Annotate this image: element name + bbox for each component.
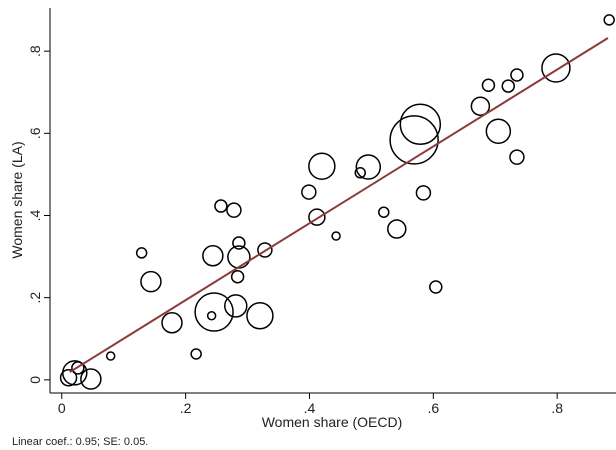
annotation: Linear coef.: 0.95; SE: 0.05. (12, 436, 148, 448)
bubble (246, 302, 274, 330)
bubble (59, 369, 78, 387)
bubble (389, 115, 439, 165)
x-tick-label: .8 (551, 400, 563, 416)
bubble (308, 152, 336, 180)
bubble (354, 167, 366, 179)
x-axis-label: Women share (OECD) (262, 414, 403, 430)
x-tick-label: .4 (304, 400, 316, 416)
y-tick-label: 0 (27, 376, 43, 384)
bubble (470, 96, 491, 116)
bubble (485, 118, 512, 145)
y-tick-label: .4 (27, 209, 43, 221)
bubble (308, 208, 326, 226)
fit-line (69, 37, 609, 373)
bubble (301, 184, 317, 200)
bubble (135, 247, 148, 259)
bubble (202, 245, 224, 267)
bubble (603, 14, 615, 26)
bubble (194, 292, 234, 332)
x-tick-label: .2 (180, 400, 192, 416)
bubble (331, 231, 341, 241)
bubble (387, 219, 407, 239)
bubble (257, 242, 273, 258)
x-tick-label: 0 (58, 400, 66, 416)
y-axis-label: Women share (LA) (9, 141, 25, 258)
bubble (230, 269, 245, 284)
bubble (226, 202, 242, 218)
bubble (415, 185, 432, 201)
bubble (378, 206, 390, 218)
bubble (80, 368, 102, 390)
bubble (206, 311, 217, 321)
bubble (232, 236, 246, 250)
bubble (399, 103, 442, 146)
y-tick-label: .2 (27, 292, 43, 304)
y-tick-label: .8 (27, 45, 43, 57)
y-tick-label: .6 (27, 127, 43, 139)
bubble (140, 270, 162, 293)
bubble (501, 79, 515, 93)
bubble (190, 348, 202, 360)
bubble (510, 68, 524, 82)
bubble (161, 311, 183, 334)
bubble (509, 149, 525, 165)
x-tick-label: .6 (427, 400, 439, 416)
bubble (481, 78, 496, 92)
bubble (105, 351, 116, 361)
bubble (355, 154, 382, 180)
bubble (541, 53, 571, 83)
bubble (429, 280, 443, 294)
bubble (224, 294, 248, 318)
bubble (214, 199, 228, 213)
